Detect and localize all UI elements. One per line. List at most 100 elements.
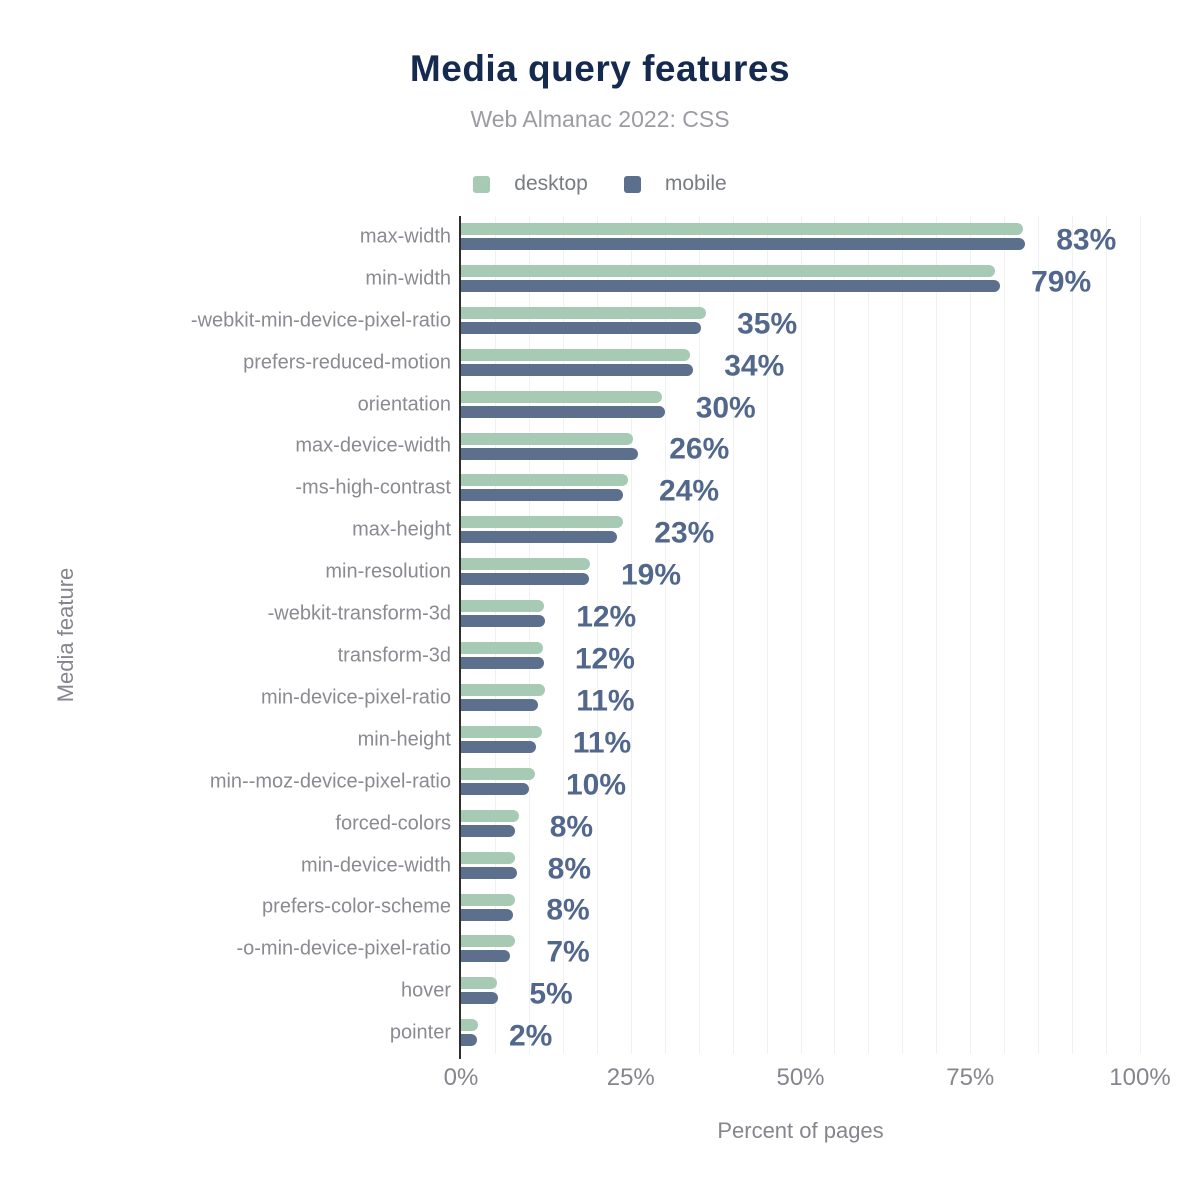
gridline — [1038, 216, 1040, 1054]
gridline — [1004, 216, 1006, 1054]
category-label: min-device-pixel-ratio — [260, 686, 451, 709]
value-label: 26% — [669, 433, 730, 467]
desktop-bar — [461, 306, 707, 319]
bar-row: pointer 2% — [390, 1012, 1140, 1054]
y-axis-title: Media feature — [53, 567, 78, 703]
bar-row: prefers-color-scheme 8% — [262, 887, 1140, 929]
gridline — [630, 216, 632, 1054]
bar-row: forced-colors 8% — [335, 803, 1140, 845]
value-label: 5% — [529, 977, 573, 1011]
mobile-bar — [461, 531, 618, 544]
bar-row: max-device-width 26% — [295, 426, 1140, 468]
desktop-bar — [461, 767, 535, 780]
category-label: max-device-width — [295, 434, 451, 457]
gridline — [766, 216, 768, 1054]
desktop-swatch-icon — [473, 175, 491, 193]
category-label: -ms-high-contrast — [295, 476, 451, 499]
bar-row: -webkit-transform-3d 12% — [268, 593, 1140, 635]
desktop-bar — [461, 390, 662, 403]
bar-row: min-height 11% — [358, 719, 1140, 761]
bar-row: transform-3d 12% — [338, 635, 1140, 677]
plot-area: max-width 83% min-width 79% -webkit-min-devi… — [191, 216, 1141, 1059]
gridline — [834, 216, 836, 1054]
desktop-bar — [461, 851, 516, 864]
value-label: 7% — [546, 936, 590, 970]
category-label: orientation — [357, 393, 451, 416]
bar-row: -o-min-device-pixel-ratio 7% — [236, 928, 1140, 970]
category-label: -webkit-min-device-pixel-ratio — [190, 309, 451, 332]
category-label: forced-colors — [335, 812, 451, 835]
desktop-bar — [461, 348, 690, 361]
desktop-bar — [461, 977, 497, 990]
bar-row: -webkit-min-device-pixel-ratio 35% — [191, 300, 1140, 342]
mobile-bar — [461, 279, 1001, 292]
legend-label-mobile: mobile — [664, 172, 727, 195]
bar-row: min--moz-device-pixel-ratio 10% — [210, 761, 1140, 803]
category-label: max-width — [359, 225, 451, 248]
desktop-bar — [461, 223, 1024, 235]
mobile-bar — [461, 573, 590, 586]
value-label: 34% — [724, 349, 785, 383]
gridline — [698, 216, 700, 1054]
desktop-bar — [461, 893, 516, 906]
mobile-swatch-icon — [623, 175, 641, 193]
mobile-bar — [461, 698, 538, 711]
x-axis-title: Percent of pages — [717, 1118, 884, 1143]
gridline — [664, 216, 666, 1054]
legend-item-desktop: desktop — [473, 172, 588, 196]
category-label: -o-min-device-pixel-ratio — [236, 937, 451, 960]
bar-row: max-width 83% — [360, 216, 1140, 258]
mobile-bar — [461, 866, 517, 879]
mobile-bar — [461, 908, 514, 921]
mobile-bar — [461, 238, 1026, 250]
mobile-bar — [461, 992, 499, 1005]
mobile-bar — [461, 321, 701, 334]
value-label: 11% — [576, 684, 635, 718]
chart-subtitle: Web Almanac 2022: CSS — [470, 106, 730, 132]
y-axis-line — [459, 216, 461, 1059]
category-label: min--moz-device-pixel-ratio — [209, 770, 451, 793]
gridline — [528, 216, 530, 1054]
mobile-bar — [461, 824, 516, 837]
value-label: 19% — [621, 558, 682, 592]
mobile-bar — [461, 405, 665, 418]
mobile-bar — [461, 950, 510, 963]
desktop-bar — [461, 600, 544, 613]
bar-row: min-device-pixel-ratio 11% — [261, 677, 1140, 719]
desktop-bar — [461, 935, 516, 948]
gridline — [970, 216, 972, 1054]
value-label: 79% — [1031, 265, 1092, 299]
value-label: 8% — [547, 852, 592, 886]
desktop-bar — [461, 558, 590, 571]
category-label: prefers-reduced-motion — [243, 351, 451, 374]
x-tick-label: 0% — [443, 1064, 479, 1091]
chart-title: Media query features — [409, 48, 791, 89]
gridline — [800, 216, 802, 1054]
bar-row: min-width 79% — [365, 258, 1140, 300]
category-label: transform-3d — [337, 644, 451, 667]
category-label: hover — [400, 979, 451, 1002]
mobile-bar — [461, 615, 546, 628]
legend: desktop mobile — [0, 172, 1200, 196]
desktop-bar — [461, 809, 519, 822]
desktop-bar — [461, 725, 542, 738]
x-axis-ticks: 0% 25% 50% 75% 100% — [444, 1064, 1171, 1094]
gridline — [596, 216, 598, 1054]
gridline — [868, 216, 870, 1054]
value-label: 30% — [695, 391, 756, 425]
value-label: 11% — [572, 726, 632, 760]
bar-row: min-resolution 19% — [325, 551, 1140, 593]
mobile-bar — [461, 657, 544, 670]
mobile-bar — [461, 740, 536, 753]
gridline — [1072, 216, 1074, 1054]
category-label: min-device-width — [300, 854, 451, 877]
bar-rows: max-width 83% min-width 79% -webkit-min-devi… — [191, 216, 1140, 1054]
bar-row: max-height 23% — [352, 509, 1140, 551]
bar-row: orientation 30% — [358, 384, 1140, 426]
bar-row: hover 5% — [401, 970, 1140, 1012]
desktop-bar — [461, 1019, 478, 1032]
desktop-bar — [461, 642, 544, 655]
mobile-bar — [461, 782, 529, 795]
x-tick-label: 75% — [946, 1064, 995, 1091]
desktop-bar — [461, 516, 624, 529]
